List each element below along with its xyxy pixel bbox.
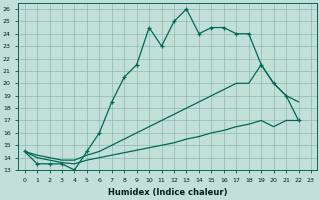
X-axis label: Humidex (Indice chaleur): Humidex (Indice chaleur) [108, 188, 228, 197]
